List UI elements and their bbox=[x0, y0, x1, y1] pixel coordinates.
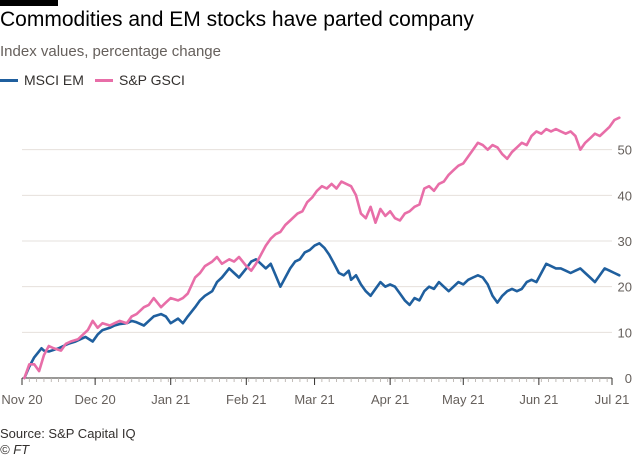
x-tick-label: Jun 21 bbox=[519, 392, 558, 407]
legend-item-gsci: S&P GSCI bbox=[95, 72, 185, 88]
legend-label-msci: MSCI EM bbox=[24, 72, 84, 88]
legend-item-msci: MSCI EM bbox=[0, 72, 84, 88]
y-tick-label: 0 bbox=[625, 371, 632, 386]
series-line-sp-gsci bbox=[23, 116, 621, 380]
x-tick-label: Mar 21 bbox=[294, 392, 334, 407]
x-tick-label: Apr 21 bbox=[371, 392, 409, 407]
chart-title: Commodities and EM stocks have parted co… bbox=[0, 8, 474, 31]
x-tick-label: May 21 bbox=[442, 392, 485, 407]
x-tick-label: Jul 21 bbox=[595, 392, 630, 407]
credit-note: © FT bbox=[0, 442, 30, 457]
x-tick-label: Nov 20 bbox=[1, 392, 42, 407]
x-tick-label: Jan 21 bbox=[151, 392, 190, 407]
brand-bar bbox=[0, 0, 58, 6]
x-tick-label: Feb 21 bbox=[226, 392, 266, 407]
y-tick-label: 30 bbox=[618, 234, 632, 249]
y-tick-label: 10 bbox=[618, 325, 632, 340]
chart-subtitle: Index values, percentage change bbox=[0, 43, 221, 60]
legend-swatch-msci bbox=[0, 78, 18, 82]
x-tick-label: Dec 20 bbox=[75, 392, 116, 407]
y-tick-label: 20 bbox=[618, 280, 632, 295]
y-tick-label: 40 bbox=[618, 188, 632, 203]
legend-label-gsci: S&P GSCI bbox=[119, 72, 185, 88]
series-line-msci-em bbox=[23, 242, 621, 380]
source-note: Source: S&P Capital IQ bbox=[0, 426, 136, 441]
legend-swatch-gsci bbox=[95, 78, 113, 82]
y-tick-label: 50 bbox=[618, 143, 632, 158]
